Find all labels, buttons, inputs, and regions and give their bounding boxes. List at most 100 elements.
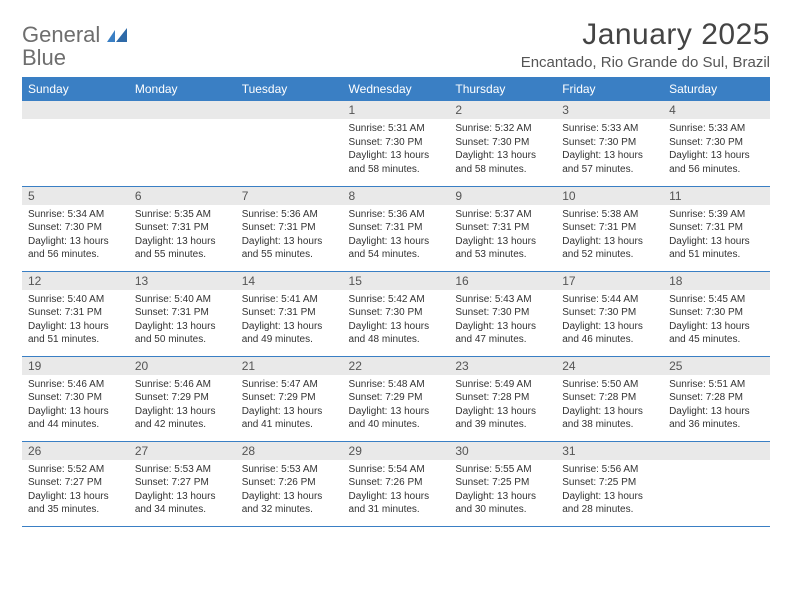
day-body: Sunrise: 5:49 AMSunset: 7:28 PMDaylight:… bbox=[449, 375, 556, 436]
day-number: 6 bbox=[129, 187, 236, 205]
day-cell: 13Sunrise: 5:40 AMSunset: 7:31 PMDayligh… bbox=[129, 271, 236, 356]
day-body: Sunrise: 5:46 AMSunset: 7:30 PMDaylight:… bbox=[22, 375, 129, 436]
day-body: Sunrise: 5:32 AMSunset: 7:30 PMDaylight:… bbox=[449, 119, 556, 180]
day-number: 1 bbox=[343, 101, 450, 119]
day-body: Sunrise: 5:56 AMSunset: 7:25 PMDaylight:… bbox=[556, 460, 663, 521]
col-wednesday: Wednesday bbox=[343, 77, 450, 101]
day-number bbox=[129, 101, 236, 119]
col-sunday: Sunday bbox=[22, 77, 129, 101]
day-body: Sunrise: 5:44 AMSunset: 7:30 PMDaylight:… bbox=[556, 290, 663, 351]
day-body: Sunrise: 5:53 AMSunset: 7:27 PMDaylight:… bbox=[129, 460, 236, 521]
day-body: Sunrise: 5:51 AMSunset: 7:28 PMDaylight:… bbox=[663, 375, 770, 436]
day-number bbox=[22, 101, 129, 119]
day-cell: 14Sunrise: 5:41 AMSunset: 7:31 PMDayligh… bbox=[236, 271, 343, 356]
col-friday: Friday bbox=[556, 77, 663, 101]
day-number: 16 bbox=[449, 272, 556, 290]
logo-word2: Blue bbox=[22, 45, 66, 70]
day-cell: 6Sunrise: 5:35 AMSunset: 7:31 PMDaylight… bbox=[129, 186, 236, 271]
day-cell: 5Sunrise: 5:34 AMSunset: 7:30 PMDaylight… bbox=[22, 186, 129, 271]
day-number: 20 bbox=[129, 357, 236, 375]
day-number: 25 bbox=[663, 357, 770, 375]
day-cell: 23Sunrise: 5:49 AMSunset: 7:28 PMDayligh… bbox=[449, 356, 556, 441]
day-number: 22 bbox=[343, 357, 450, 375]
day-body: Sunrise: 5:33 AMSunset: 7:30 PMDaylight:… bbox=[556, 119, 663, 180]
day-cell: 28Sunrise: 5:53 AMSunset: 7:26 PMDayligh… bbox=[236, 441, 343, 526]
logo: General Blue bbox=[22, 18, 129, 70]
day-cell: 8Sunrise: 5:36 AMSunset: 7:31 PMDaylight… bbox=[343, 186, 450, 271]
day-number: 28 bbox=[236, 442, 343, 460]
day-cell: 21Sunrise: 5:47 AMSunset: 7:29 PMDayligh… bbox=[236, 356, 343, 441]
day-cell: 3Sunrise: 5:33 AMSunset: 7:30 PMDaylight… bbox=[556, 101, 663, 186]
day-body: Sunrise: 5:33 AMSunset: 7:30 PMDaylight:… bbox=[663, 119, 770, 180]
day-cell bbox=[129, 101, 236, 186]
day-cell: 30Sunrise: 5:55 AMSunset: 7:25 PMDayligh… bbox=[449, 441, 556, 526]
day-cell: 27Sunrise: 5:53 AMSunset: 7:27 PMDayligh… bbox=[129, 441, 236, 526]
day-body: Sunrise: 5:50 AMSunset: 7:28 PMDaylight:… bbox=[556, 375, 663, 436]
day-cell: 29Sunrise: 5:54 AMSunset: 7:26 PMDayligh… bbox=[343, 441, 450, 526]
day-number: 5 bbox=[22, 187, 129, 205]
week-row: 5Sunrise: 5:34 AMSunset: 7:30 PMDaylight… bbox=[22, 186, 770, 271]
day-number: 30 bbox=[449, 442, 556, 460]
day-body bbox=[236, 119, 343, 126]
col-monday: Monday bbox=[129, 77, 236, 101]
day-cell: 20Sunrise: 5:46 AMSunset: 7:29 PMDayligh… bbox=[129, 356, 236, 441]
day-cell: 7Sunrise: 5:36 AMSunset: 7:31 PMDaylight… bbox=[236, 186, 343, 271]
day-cell: 11Sunrise: 5:39 AMSunset: 7:31 PMDayligh… bbox=[663, 186, 770, 271]
day-body: Sunrise: 5:34 AMSunset: 7:30 PMDaylight:… bbox=[22, 205, 129, 266]
day-cell: 26Sunrise: 5:52 AMSunset: 7:27 PMDayligh… bbox=[22, 441, 129, 526]
day-number: 21 bbox=[236, 357, 343, 375]
day-number: 19 bbox=[22, 357, 129, 375]
day-cell: 25Sunrise: 5:51 AMSunset: 7:28 PMDayligh… bbox=[663, 356, 770, 441]
day-body: Sunrise: 5:48 AMSunset: 7:29 PMDaylight:… bbox=[343, 375, 450, 436]
day-cell: 18Sunrise: 5:45 AMSunset: 7:30 PMDayligh… bbox=[663, 271, 770, 356]
day-body: Sunrise: 5:43 AMSunset: 7:30 PMDaylight:… bbox=[449, 290, 556, 351]
title-block: January 2025 Encantado, Rio Grande do Su… bbox=[521, 18, 770, 71]
day-number: 29 bbox=[343, 442, 450, 460]
day-number: 18 bbox=[663, 272, 770, 290]
col-thursday: Thursday bbox=[449, 77, 556, 101]
day-number: 11 bbox=[663, 187, 770, 205]
day-number: 10 bbox=[556, 187, 663, 205]
day-number: 4 bbox=[663, 101, 770, 119]
day-cell bbox=[663, 441, 770, 526]
week-row: 12Sunrise: 5:40 AMSunset: 7:31 PMDayligh… bbox=[22, 271, 770, 356]
day-cell: 12Sunrise: 5:40 AMSunset: 7:31 PMDayligh… bbox=[22, 271, 129, 356]
day-body: Sunrise: 5:41 AMSunset: 7:31 PMDaylight:… bbox=[236, 290, 343, 351]
day-body: Sunrise: 5:40 AMSunset: 7:31 PMDaylight:… bbox=[22, 290, 129, 351]
day-cell: 16Sunrise: 5:43 AMSunset: 7:30 PMDayligh… bbox=[449, 271, 556, 356]
day-cell: 2Sunrise: 5:32 AMSunset: 7:30 PMDaylight… bbox=[449, 101, 556, 186]
day-cell: 31Sunrise: 5:56 AMSunset: 7:25 PMDayligh… bbox=[556, 441, 663, 526]
day-number: 2 bbox=[449, 101, 556, 119]
day-number: 17 bbox=[556, 272, 663, 290]
day-body: Sunrise: 5:55 AMSunset: 7:25 PMDaylight:… bbox=[449, 460, 556, 521]
day-body: Sunrise: 5:36 AMSunset: 7:31 PMDaylight:… bbox=[343, 205, 450, 266]
day-cell: 10Sunrise: 5:38 AMSunset: 7:31 PMDayligh… bbox=[556, 186, 663, 271]
day-number: 24 bbox=[556, 357, 663, 375]
day-body: Sunrise: 5:35 AMSunset: 7:31 PMDaylight:… bbox=[129, 205, 236, 266]
day-number: 27 bbox=[129, 442, 236, 460]
day-number: 26 bbox=[22, 442, 129, 460]
day-number bbox=[236, 101, 343, 119]
day-body: Sunrise: 5:36 AMSunset: 7:31 PMDaylight:… bbox=[236, 205, 343, 266]
day-cell: 22Sunrise: 5:48 AMSunset: 7:29 PMDayligh… bbox=[343, 356, 450, 441]
day-cell: 1Sunrise: 5:31 AMSunset: 7:30 PMDaylight… bbox=[343, 101, 450, 186]
day-body: Sunrise: 5:46 AMSunset: 7:29 PMDaylight:… bbox=[129, 375, 236, 436]
header: General Blue January 2025 Encantado, Rio… bbox=[22, 18, 770, 71]
location: Encantado, Rio Grande do Sul, Brazil bbox=[521, 54, 770, 71]
day-cell bbox=[236, 101, 343, 186]
day-body bbox=[663, 460, 770, 467]
day-body: Sunrise: 5:31 AMSunset: 7:30 PMDaylight:… bbox=[343, 119, 450, 180]
day-cell: 4Sunrise: 5:33 AMSunset: 7:30 PMDaylight… bbox=[663, 101, 770, 186]
day-number: 15 bbox=[343, 272, 450, 290]
day-body bbox=[129, 119, 236, 126]
day-body: Sunrise: 5:40 AMSunset: 7:31 PMDaylight:… bbox=[129, 290, 236, 351]
day-cell: 17Sunrise: 5:44 AMSunset: 7:30 PMDayligh… bbox=[556, 271, 663, 356]
logo-word1: General bbox=[22, 22, 100, 47]
day-number: 8 bbox=[343, 187, 450, 205]
day-body: Sunrise: 5:39 AMSunset: 7:31 PMDaylight:… bbox=[663, 205, 770, 266]
day-number: 14 bbox=[236, 272, 343, 290]
week-row: 26Sunrise: 5:52 AMSunset: 7:27 PMDayligh… bbox=[22, 441, 770, 526]
day-body: Sunrise: 5:47 AMSunset: 7:29 PMDaylight:… bbox=[236, 375, 343, 436]
day-cell: 24Sunrise: 5:50 AMSunset: 7:28 PMDayligh… bbox=[556, 356, 663, 441]
day-body: Sunrise: 5:53 AMSunset: 7:26 PMDaylight:… bbox=[236, 460, 343, 521]
